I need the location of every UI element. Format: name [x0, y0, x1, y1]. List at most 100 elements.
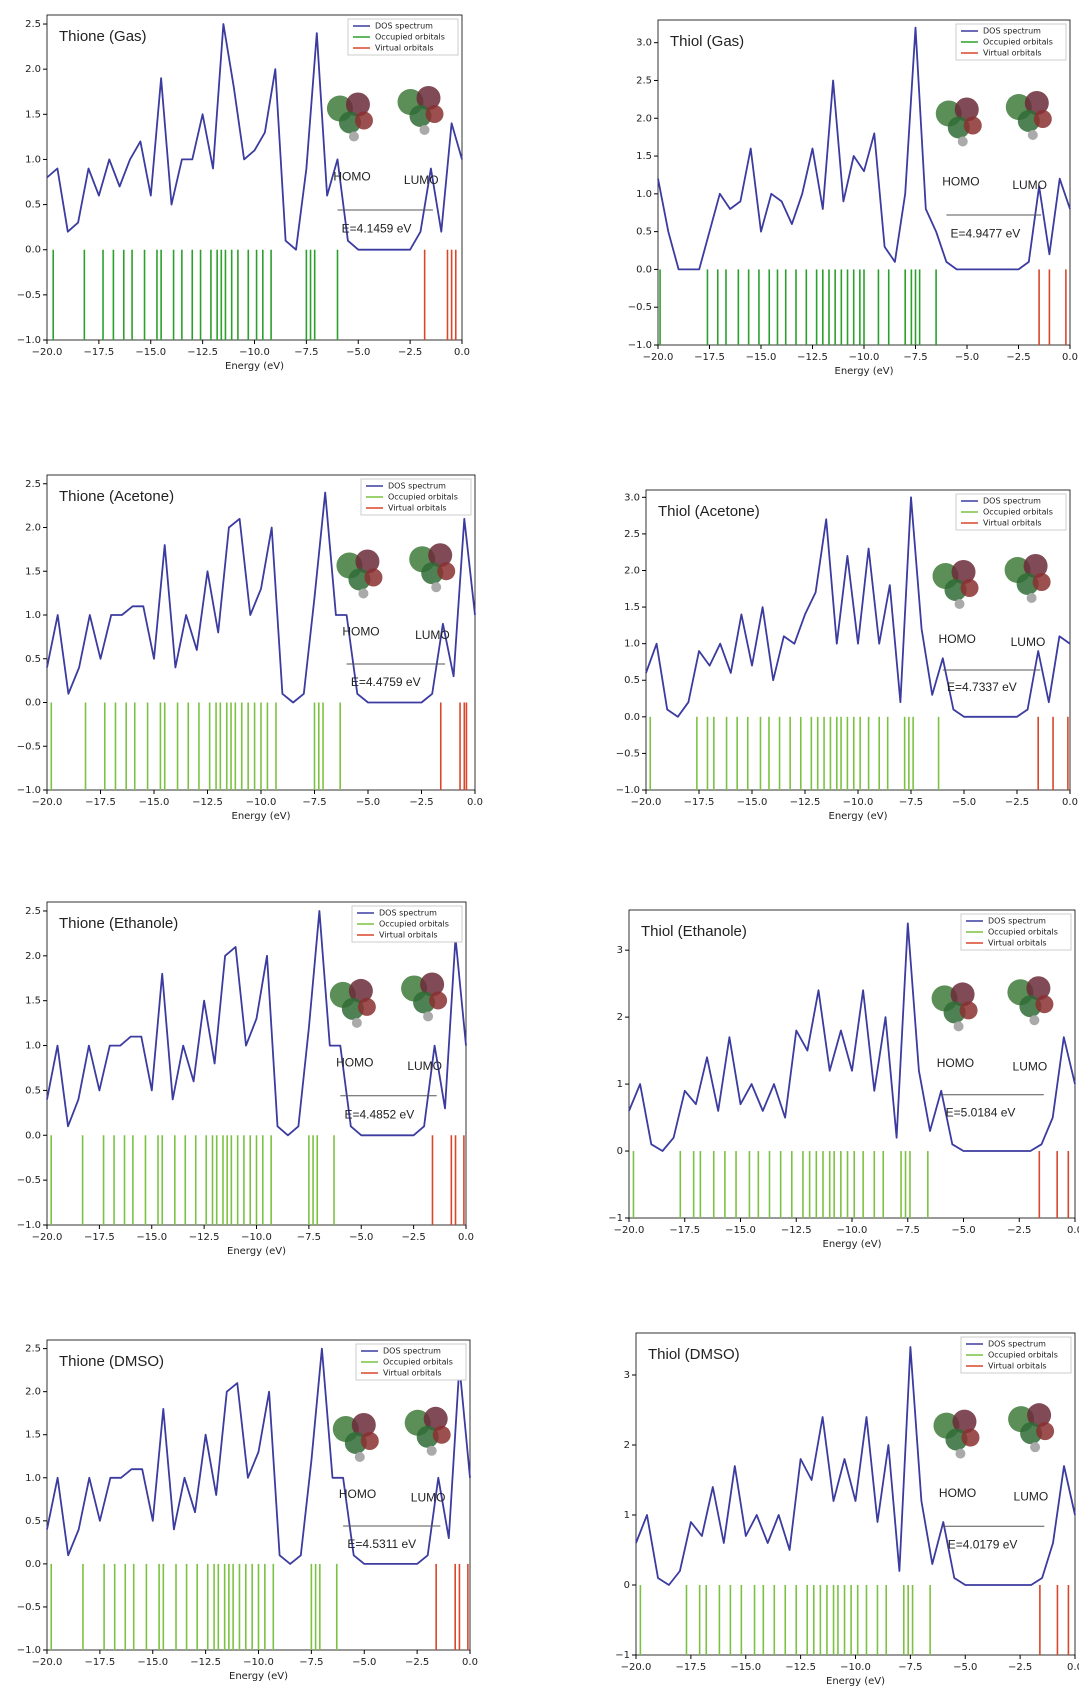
orbital-lobe	[361, 1432, 379, 1450]
x-axis-label: Energy (eV)	[227, 1246, 286, 1257]
x-tick-label: −15.0	[135, 347, 166, 358]
orbital-lobe	[358, 998, 376, 1016]
x-tick-label: −2.5	[1006, 352, 1030, 363]
x-tick-label: −10.0	[246, 797, 277, 808]
orbital-lobe	[1034, 110, 1052, 128]
x-tick-label: −5.0	[953, 1662, 977, 1673]
atom	[955, 1449, 965, 1459]
x-tick-label: −20.0	[32, 1232, 63, 1243]
x-tick-label: 0.0	[1062, 797, 1078, 808]
y-tick-label: 0	[617, 1146, 623, 1157]
x-tick-label: −12.5	[189, 1232, 220, 1243]
chart-title: Thione (Gas)	[59, 28, 147, 45]
orbital-lobe	[1036, 1422, 1054, 1440]
y-tick-label: 2.0	[25, 951, 41, 962]
legend-label: Occupied orbitals	[379, 920, 449, 929]
x-tick-label: −20.0	[32, 797, 63, 808]
x-tick-label: −2.5	[1008, 1662, 1032, 1673]
homo-label: HOMO	[937, 1056, 974, 1070]
x-axis-label: Energy (eV)	[225, 361, 284, 372]
legend-label: DOS spectrum	[388, 482, 446, 491]
x-tick-label: −17.5	[676, 1662, 707, 1673]
orbital-lobe	[961, 1429, 979, 1447]
legend-label: Virtual orbitals	[988, 939, 1047, 948]
y-tick-label: 1.5	[25, 109, 41, 120]
lumo-label: LUMO	[1013, 1059, 1048, 1073]
x-tick-label: −17.5	[684, 797, 715, 808]
y-tick-label: 2.0	[25, 523, 41, 534]
gap-label: E=4.4852 eV	[344, 1107, 414, 1121]
legend-label: DOS spectrum	[379, 909, 437, 918]
x-axis-label: Energy (eV)	[829, 811, 888, 822]
y-tick-label: 0.5	[25, 1516, 41, 1527]
x-axis-label: Energy (eV)	[823, 1239, 882, 1250]
chart-title: Thiol (Acetone)	[658, 503, 760, 520]
y-tick-label: 2.5	[25, 479, 41, 490]
y-tick-label: 1.0	[25, 610, 41, 621]
x-tick-label: −5.0	[346, 347, 370, 358]
figure: −20.0 −17.5 −15.0 −12.5 −10.0 −7.5 −5.0 −2.5 0.0…	[0, 0, 1079, 1686]
legend-label: Occupied orbitals	[983, 508, 1053, 517]
legend-label: DOS spectrum	[383, 1347, 441, 1356]
y-tick-label: 2	[617, 1012, 623, 1023]
x-tick-label: −12.5	[797, 352, 828, 363]
y-tick-label: 3.0	[636, 38, 652, 49]
panel: −20.0−17.5−15.0−12.5−10.0−7.5−5.0−2.50.0…	[17, 475, 483, 822]
atom	[1028, 130, 1038, 140]
plot-frame	[47, 15, 462, 340]
x-tick-label: −12.5	[192, 797, 223, 808]
x-tick-label: −15.0	[725, 1225, 756, 1236]
panel: −20.0−17.5−15.0−12.5−10.0−7.5−5.0−2.50.0…	[616, 490, 1078, 822]
legend-label: DOS spectrum	[983, 497, 1041, 506]
y-tick-label: 1	[617, 1079, 623, 1090]
y-tick-label: 2.5	[25, 19, 41, 30]
orbital-lobe	[429, 991, 447, 1009]
x-tick-label: −12.5	[785, 1662, 816, 1673]
atom	[355, 1452, 365, 1462]
x-tick-label: −20.0	[621, 1662, 652, 1673]
y-tick-label: 2.0	[636, 113, 652, 124]
x-tick-label: −17.5	[84, 1232, 115, 1243]
y-tick-label: −1.0	[17, 785, 41, 796]
x-tick-label: −20.0	[643, 352, 674, 363]
x-tick-label: −15.0	[137, 1657, 168, 1668]
x-tick-label: −15.0	[737, 797, 768, 808]
orbital-lobe	[1033, 573, 1051, 591]
x-tick-label: −17.5	[85, 1657, 116, 1668]
x-tick-label: −7.5	[302, 797, 326, 808]
y-tick-label: −1.0	[17, 1220, 41, 1231]
atom	[423, 1011, 433, 1021]
gap-label: E=4.0179 eV	[948, 1538, 1018, 1552]
dos-line	[47, 493, 475, 703]
legend-label: Occupied orbitals	[388, 493, 458, 502]
lumo-label: LUMO	[1014, 1489, 1049, 1503]
y-tick-label: −1.0	[17, 1645, 41, 1656]
y-tick-label: 1	[624, 1510, 630, 1521]
y-tick-label: 0.0	[25, 245, 41, 256]
y-tick-label: −0.5	[17, 741, 41, 752]
x-tick-label: −17.5	[669, 1225, 700, 1236]
x-tick-label: −2.5	[1005, 797, 1029, 808]
x-tick-label: −5.0	[952, 797, 976, 808]
x-tick-label: −10.0	[239, 347, 270, 358]
plot-frame	[629, 910, 1075, 1218]
legend-label: Virtual orbitals	[383, 1369, 442, 1378]
chart-title: Thione (Ethanole)	[59, 915, 178, 932]
x-axis-label: Energy (eV)	[229, 1671, 288, 1682]
x-tick-label: 0.0	[454, 347, 470, 358]
legend-label: Virtual orbitals	[983, 519, 1042, 528]
chart-title: Thione (Acetone)	[59, 488, 174, 505]
y-tick-label: 2.0	[25, 1387, 41, 1398]
x-tick-label: −2.5	[1007, 1225, 1031, 1236]
legend-label: DOS spectrum	[988, 1340, 1046, 1349]
y-tick-label: 1.0	[25, 154, 41, 165]
legend-label: Virtual orbitals	[388, 504, 447, 513]
x-tick-label: −20.0	[631, 797, 662, 808]
x-tick-label: −12.5	[790, 797, 821, 808]
orbital-lobe	[960, 1001, 978, 1019]
x-tick-label: −15.0	[730, 1662, 761, 1673]
y-tick-label: 0	[624, 1580, 630, 1591]
